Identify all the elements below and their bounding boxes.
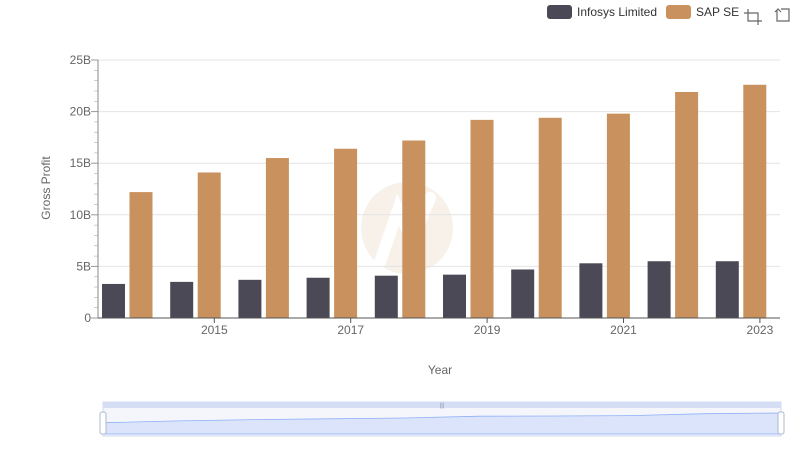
bar-infosys-2016[interactable] — [238, 279, 262, 318]
bars — [102, 84, 767, 319]
legend-label-sap: SAP SE — [696, 5, 739, 19]
bar-infosys-2021[interactable] — [579, 263, 603, 318]
legend-swatch-sap — [666, 5, 691, 19]
legend: Infosys Limited SAP SE — [547, 5, 739, 19]
legend-label-infosys: Infosys Limited — [577, 5, 657, 19]
legend-item-infosys[interactable]: Infosys Limited — [547, 5, 657, 19]
bar-sap-2020[interactable] — [538, 117, 562, 319]
data-zoom-top-bar[interactable] — [103, 402, 781, 408]
bar-sap-2014[interactable] — [129, 192, 153, 318]
bar-infosys-2014[interactable] — [102, 283, 125, 318]
bar-infosys-2023[interactable] — [715, 261, 739, 318]
x-tick-label: 2017 — [337, 323, 364, 337]
x-tick-label: 2021 — [610, 323, 637, 337]
y-tick-label: 25B — [70, 53, 91, 67]
data-zoom-grip-icon[interactable]: ||| — [440, 403, 445, 409]
x-tick-label: 2023 — [747, 323, 774, 337]
bar-sap-2019[interactable] — [470, 119, 494, 318]
y-axis: 0 5B 10B 15B 20B 25B — [70, 53, 99, 325]
crop-zoom-icon[interactable] — [744, 9, 762, 25]
bar-infosys-2022[interactable] — [647, 261, 671, 318]
legend-swatch-infosys — [547, 5, 572, 19]
x-tick-label: 2019 — [474, 323, 501, 337]
x-tick-label: 2015 — [201, 323, 228, 337]
bar-sap-2023[interactable] — [743, 84, 767, 318]
bar-infosys-2019[interactable] — [443, 274, 466, 318]
legend-item-sap[interactable]: SAP SE — [666, 5, 739, 19]
bar-infosys-2020[interactable] — [511, 269, 535, 318]
data-zoom-handle-right[interactable] — [777, 411, 785, 435]
x-axis: 2015 2017 2019 2021 2023 — [98, 317, 780, 337]
bar-infosys-2018[interactable] — [374, 275, 398, 318]
y-tick-label: 15B — [70, 156, 91, 170]
y-tick-label: 20B — [70, 105, 91, 119]
bar-sap-2022[interactable] — [675, 91, 699, 318]
x-axis-title: Year — [428, 363, 452, 377]
bar-sap-2021[interactable] — [606, 113, 630, 318]
bar-sap-2015[interactable] — [197, 172, 221, 318]
bar-infosys-2015[interactable] — [170, 281, 194, 318]
bar-sap-2017[interactable] — [334, 148, 358, 318]
data-zoom-slider[interactable]: ||| — [99, 401, 785, 437]
bar-infosys-2017[interactable] — [306, 277, 330, 318]
y-tick-label: 0 — [84, 311, 91, 325]
y-axis-title: Gross Profit — [39, 156, 53, 220]
zoom-reset-icon[interactable] — [774, 8, 790, 22]
bar-sap-2018[interactable] — [402, 140, 426, 318]
y-tick-label: 10B — [70, 208, 91, 222]
data-zoom-handle-left[interactable] — [99, 411, 107, 435]
y-tick-label: 5B — [76, 259, 91, 273]
bar-sap-2016[interactable] — [265, 158, 289, 318]
